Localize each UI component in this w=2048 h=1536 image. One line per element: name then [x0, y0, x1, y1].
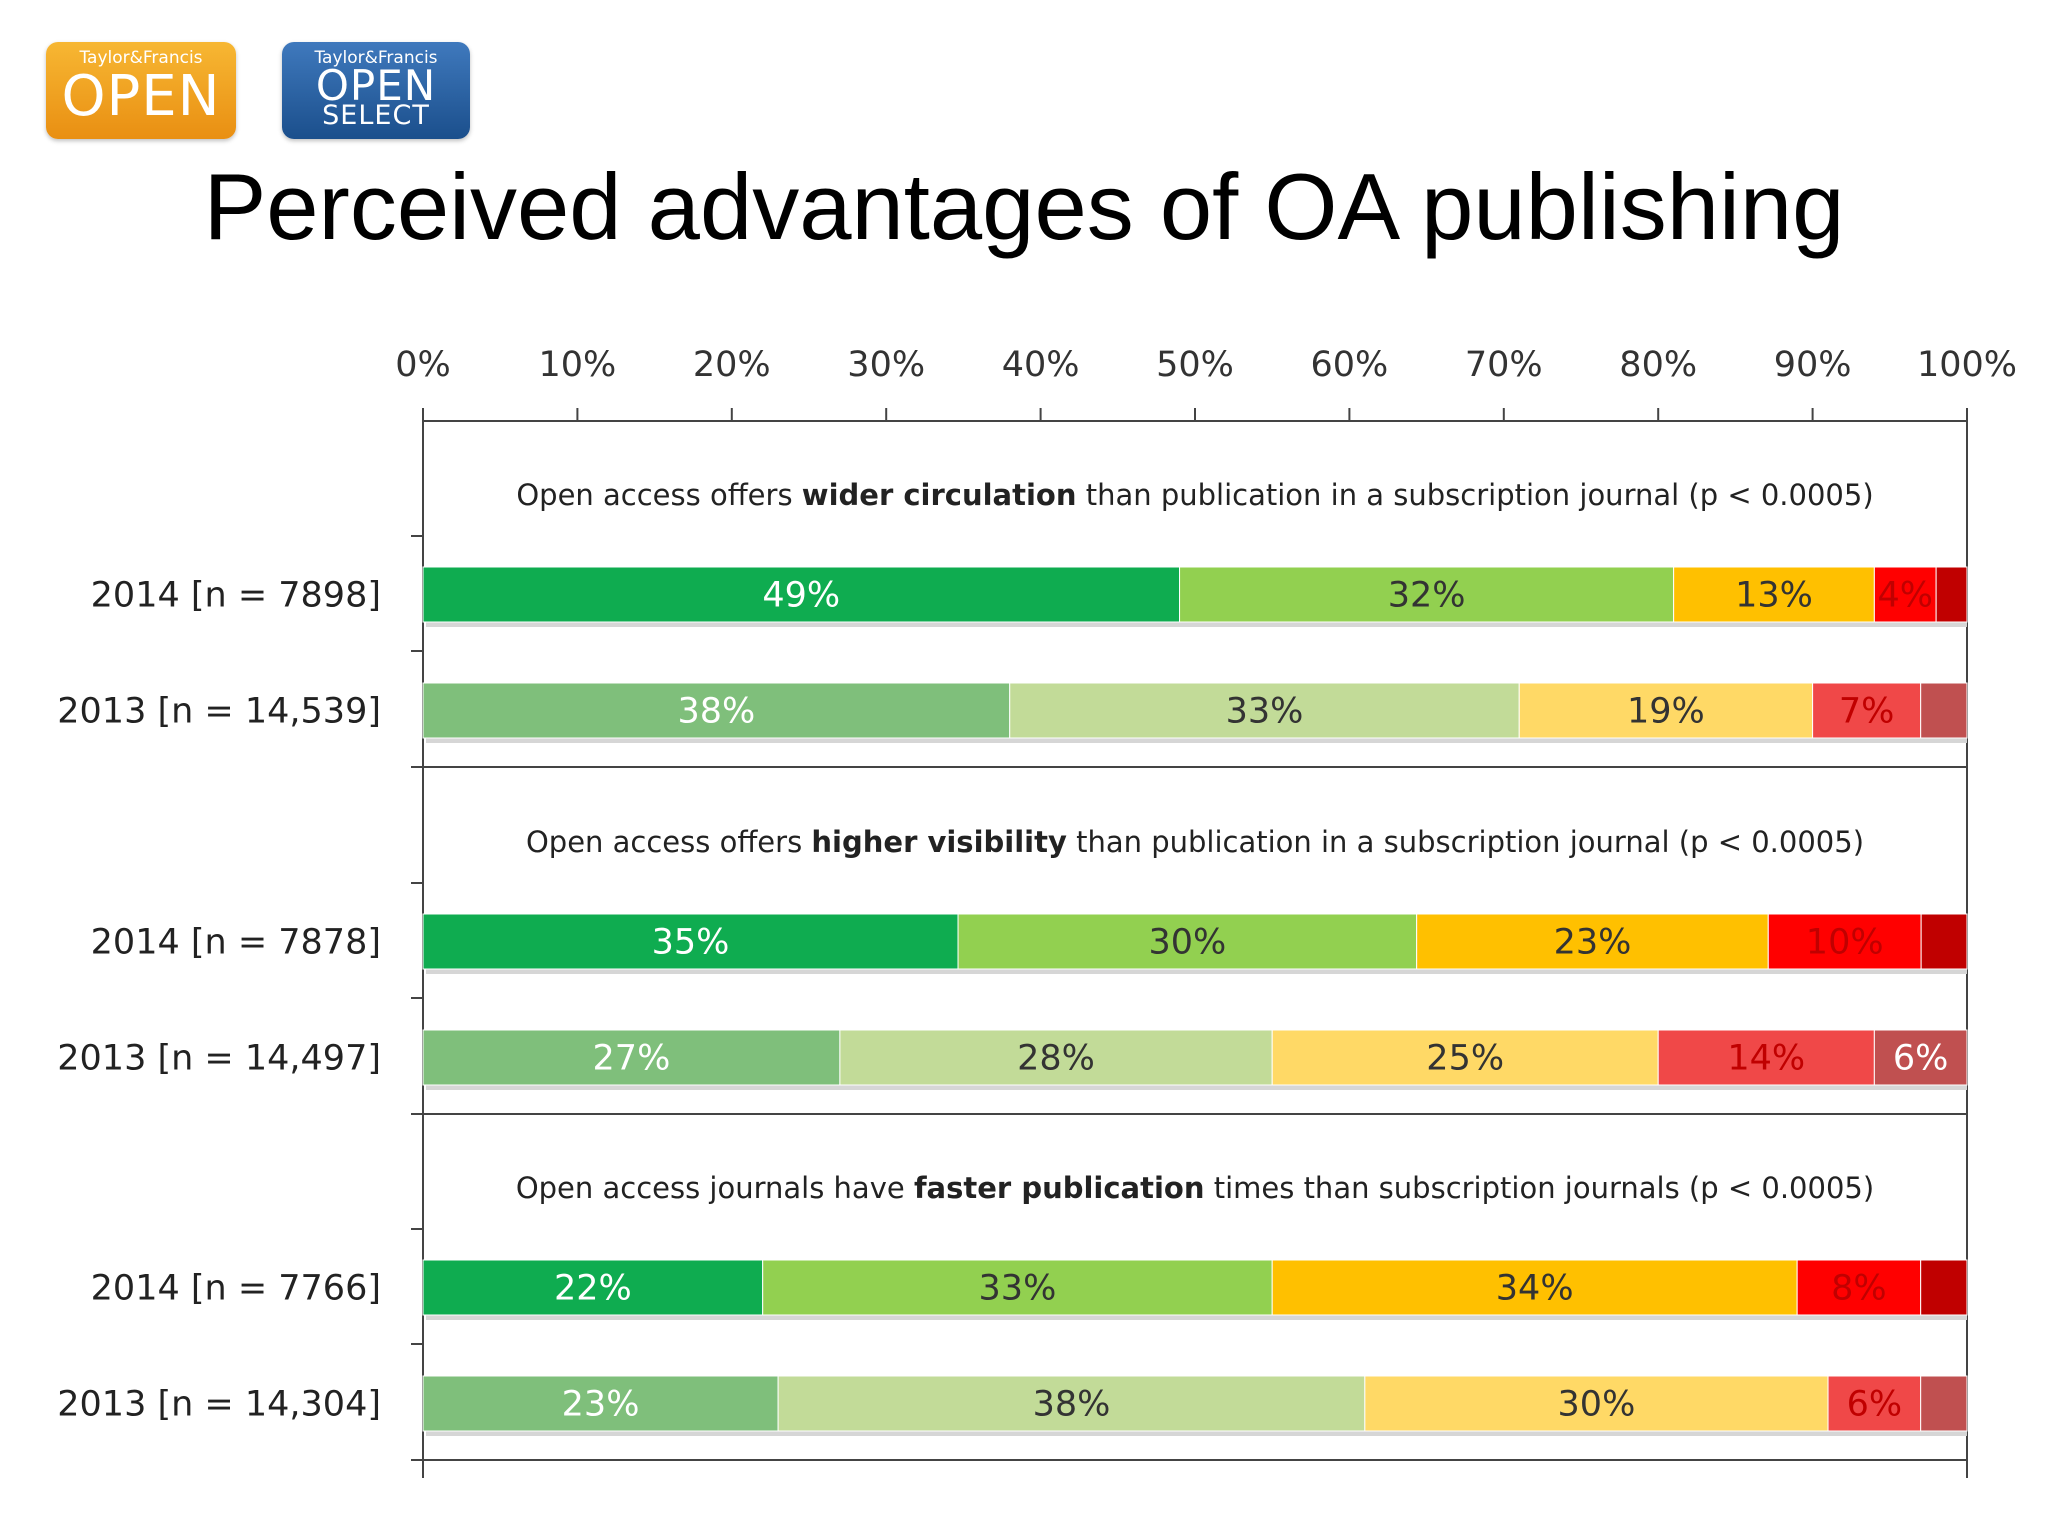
x-tick-label: 10%	[539, 345, 617, 385]
row-label: 2013 [n = 14,539]	[57, 692, 381, 732]
bar-segment	[1767, 913, 1922, 970]
taylor-francis-open-logo: Taylor&Francis OPEN	[46, 42, 236, 139]
panel-title: Open access offers higher visibility tha…	[526, 825, 1864, 859]
bar-segment	[1179, 566, 1675, 623]
bar-segment-label: 28%	[1017, 1039, 1095, 1079]
logo-brand-text: Taylor&Francis	[79, 48, 203, 68]
bar-segment-label: 23%	[1554, 923, 1632, 963]
bar-segment-label: 19%	[1627, 692, 1705, 732]
panel-title: Open access journals have faster publica…	[516, 1171, 1874, 1205]
bar-segment	[422, 913, 959, 970]
x-tick-label: 50%	[1156, 345, 1234, 385]
bar-segment-label: 8%	[1831, 1269, 1887, 1309]
bar-segment	[1271, 1029, 1659, 1086]
bar-segment-label: 10%	[1806, 923, 1884, 963]
bar-segment	[1873, 566, 1937, 623]
taylor-francis-open-select-logo: Taylor&Francis OPEN SELECT	[282, 42, 470, 139]
bar-shadow	[426, 1315, 1967, 1320]
bar-segment	[1920, 1259, 1968, 1316]
bar-segment-label: 35%	[652, 923, 730, 963]
row-label: 2013 [n = 14,304]	[57, 1385, 381, 1425]
x-tick-label: 20%	[693, 345, 771, 385]
bar-segment	[957, 913, 1418, 970]
bar-segment	[1812, 682, 1922, 739]
logo-select-text: SELECT	[322, 100, 430, 131]
bar-segment-label: 27%	[593, 1039, 671, 1079]
bar-segment-label: 4%	[1877, 576, 1933, 616]
row-label: 2014 [n = 7766]	[91, 1269, 381, 1309]
bar-shadow	[426, 622, 1967, 627]
bar-segment	[1920, 1375, 1968, 1432]
logo-open-text: OPEN	[61, 64, 221, 129]
bar-segment	[1364, 1375, 1829, 1432]
bar-segment-label: 49%	[762, 576, 840, 616]
bar-segment-label: 6%	[1893, 1039, 1949, 1079]
row-label: 2014 [n = 7898]	[91, 576, 381, 616]
bar-segment-label: 30%	[1148, 923, 1226, 963]
bar-segment-label: 32%	[1388, 576, 1466, 616]
x-tick-label: 80%	[1619, 345, 1697, 385]
row-label: 2013 [n = 14,497]	[57, 1039, 381, 1079]
bar-segment-label: 33%	[1226, 692, 1304, 732]
page-title: Perceived advantages of OA publishing	[203, 154, 1845, 259]
x-tick-label: 30%	[847, 345, 925, 385]
bar-shadow	[426, 738, 1967, 743]
bar-segment-label: 34%	[1496, 1269, 1574, 1309]
x-tick-label: 0%	[395, 345, 451, 385]
bar-segment-label: 7%	[1839, 692, 1895, 732]
bar-segment-label: 14%	[1727, 1039, 1805, 1079]
bar-segment	[1873, 1029, 1968, 1086]
bar-segment-label: 13%	[1735, 576, 1813, 616]
bar-segment-label: 38%	[677, 692, 755, 732]
bar-segment	[422, 1259, 764, 1316]
bar-segment	[1518, 682, 1814, 739]
bar-segment	[1920, 913, 1968, 970]
bar-segment-label: 22%	[554, 1269, 632, 1309]
row-label: 2014 [n = 7878]	[91, 923, 381, 963]
bar-segment-label: 6%	[1847, 1385, 1903, 1425]
logo-brand-text: Taylor&Francis	[314, 48, 438, 68]
bar-segment	[422, 682, 1011, 739]
bar-segment	[422, 566, 1181, 623]
bar-segment	[1416, 913, 1769, 970]
panel-title: Open access offers wider circulation tha…	[516, 478, 1873, 512]
logo-open-text: OPEN	[315, 61, 437, 110]
bar-segment	[762, 1259, 1273, 1316]
x-tick-label: 100%	[1917, 345, 2017, 385]
bar-segment	[1009, 682, 1520, 739]
bar-segment-label: 30%	[1558, 1385, 1636, 1425]
bar-segment	[1657, 1029, 1875, 1086]
bar-segment	[1935, 566, 1968, 623]
bar-segment	[839, 1029, 1273, 1086]
x-tick-label: 90%	[1774, 345, 1852, 385]
x-tick-label: 70%	[1465, 345, 1543, 385]
bar-segment	[1827, 1375, 1922, 1432]
bar-segment-label: 23%	[562, 1385, 640, 1425]
x-tick-label: 60%	[1311, 345, 1389, 385]
bar-segment-label: 38%	[1033, 1385, 1111, 1425]
x-tick-label: 40%	[1002, 345, 1080, 385]
bar-segment-label: 25%	[1426, 1039, 1504, 1079]
bar-segment	[1920, 682, 1968, 739]
bar-shadow	[426, 969, 1967, 974]
bar-segment-label: 33%	[979, 1269, 1057, 1309]
bar-shadow	[426, 1431, 1967, 1436]
bar-shadow	[426, 1085, 1967, 1090]
bar-segment	[422, 1029, 841, 1086]
bar-segment	[1796, 1259, 1922, 1316]
